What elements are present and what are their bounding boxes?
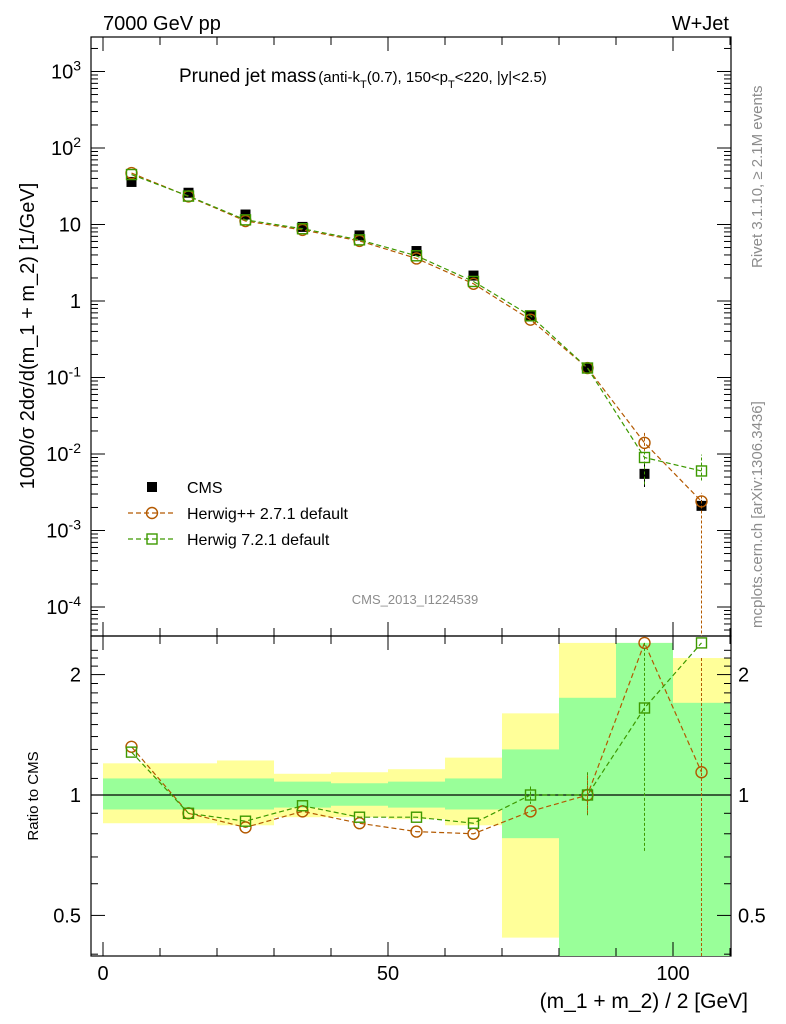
ratio-y-tick-label-right: 2 bbox=[738, 665, 749, 687]
title-sub-part: (anti-k bbox=[318, 69, 360, 86]
plot-title-main: Pruned jet mass bbox=[179, 66, 316, 87]
y-tick-label: 1 bbox=[70, 291, 81, 313]
y-tick-label: 10-4 bbox=[46, 593, 81, 619]
data-point bbox=[353, 234, 366, 246]
y-tick-base: 10 bbox=[46, 444, 68, 466]
y-tick-label: 10-1 bbox=[46, 364, 81, 390]
ratio-data-point bbox=[239, 815, 252, 827]
x-tick-label: 0 bbox=[97, 963, 108, 985]
legend-marker bbox=[145, 506, 159, 520]
y-tick-base: 10 bbox=[46, 368, 68, 390]
data-point bbox=[182, 190, 195, 202]
title-sub-part: (0.7), 150<p bbox=[367, 69, 448, 86]
y-tick-label: 10-2 bbox=[46, 440, 81, 466]
ratio-data-point bbox=[410, 825, 423, 838]
ratio-y-tick-label: 1 bbox=[70, 785, 81, 807]
x-axis-label: (m_1 + m_2) / 2 [GeV] bbox=[540, 990, 748, 1013]
data-point bbox=[183, 187, 194, 198]
x-tick-label: 100 bbox=[656, 963, 689, 985]
data-point bbox=[410, 250, 423, 262]
source-label: mcplots.cern.ch [arXiv:1306.3436] bbox=[749, 401, 766, 628]
plot-title: Pruned jet mass (anti-kT(0.7), 150<pT<220… bbox=[179, 66, 547, 91]
ratio-panel-frame bbox=[90, 635, 732, 957]
legend-label: Herwig++ 2.7.1 default bbox=[187, 506, 349, 523]
data-point bbox=[582, 362, 593, 373]
y-tick-base: 10 bbox=[46, 521, 68, 543]
y-axis-label-main: 1000/σ 2dσ/d(m_1 + m_2) [1/GeV] bbox=[17, 183, 39, 490]
title-sub-part: <220, |y|<2.5) bbox=[455, 69, 547, 86]
ratio-y-tick-label-right: 0.5 bbox=[738, 905, 766, 927]
uncertainty-band-green bbox=[445, 778, 502, 810]
subscript: T bbox=[360, 79, 367, 91]
ratio-data-point bbox=[239, 821, 252, 834]
uncertainty-band-green bbox=[559, 697, 616, 956]
legend-label: Herwig 7.2.1 default bbox=[187, 532, 330, 549]
y-tick-base: 1 bbox=[70, 291, 81, 313]
ratio-data-point bbox=[410, 811, 423, 823]
data-point bbox=[524, 310, 537, 322]
y-tick-base: 10 bbox=[46, 597, 68, 619]
main-series bbox=[125, 166, 708, 636]
subscript: T bbox=[448, 79, 455, 91]
data-point bbox=[581, 362, 594, 374]
data-point bbox=[468, 270, 479, 281]
ratio-data-point bbox=[695, 637, 708, 649]
uncertainty-band-green bbox=[217, 778, 274, 810]
y-axis-label-ratio: Ratio to CMS bbox=[25, 751, 42, 840]
data-point bbox=[125, 168, 138, 181]
rivet-version-label: Rivet 3.1.10, ≥ 2.1M events bbox=[749, 86, 766, 269]
ratio-data-point bbox=[125, 746, 138, 758]
ratio-data-point bbox=[353, 811, 366, 823]
series-line bbox=[131, 173, 702, 472]
y-tick-exp: 2 bbox=[73, 134, 81, 150]
x-tick-label: 50 bbox=[377, 963, 399, 985]
ratio-y-tick-label: 0.5 bbox=[53, 905, 81, 927]
data-point bbox=[239, 214, 252, 226]
uncertainty-band-green bbox=[160, 778, 217, 810]
y-tick-base: 10 bbox=[59, 215, 81, 237]
y-tick-label: 102 bbox=[51, 134, 81, 160]
y-tick-base: 10 bbox=[51, 62, 73, 84]
header-left: 7000 GeV pp bbox=[103, 13, 221, 35]
y-tick-exp: -2 bbox=[69, 440, 82, 456]
y-tick-label: 103 bbox=[51, 58, 81, 84]
ratio-series bbox=[125, 636, 708, 956]
ratio-bands bbox=[103, 642, 730, 956]
analysis-id: CMS_2013_I1224539 bbox=[352, 592, 479, 607]
y-tick-exp: -3 bbox=[69, 517, 82, 533]
data-point bbox=[695, 465, 708, 477]
y-tick-exp: 3 bbox=[73, 58, 81, 74]
header-right: W+Jet bbox=[672, 13, 730, 35]
ratio-series-line bbox=[131, 641, 703, 835]
ratio-data-point bbox=[524, 789, 537, 801]
y-tick-exp: -1 bbox=[69, 364, 82, 380]
y-tick-label: 10 bbox=[59, 215, 81, 237]
y-tick-base: 10 bbox=[51, 138, 73, 160]
ratio-data-point bbox=[467, 817, 480, 829]
ratio-data-point bbox=[296, 800, 309, 812]
y-tick-exp: -4 bbox=[69, 593, 82, 609]
uncertainty-band-green bbox=[103, 778, 160, 810]
data-point bbox=[126, 176, 137, 187]
ratio-data-point bbox=[524, 805, 537, 818]
ratio-axes: 0.5 0.5 1 1 2 2 0 50 100 bbox=[53, 636, 766, 985]
data-point bbox=[467, 275, 480, 288]
y-tick-label: 10-3 bbox=[46, 517, 81, 543]
ratio-y-tick-label-right: 1 bbox=[738, 785, 749, 807]
series-line bbox=[131, 172, 702, 502]
legend-label: CMS bbox=[187, 480, 223, 497]
data-point bbox=[296, 223, 309, 235]
legend: CMS Herwig++ 2.7.1 default Herwig 7.2.1 de… bbox=[128, 480, 349, 549]
ratio-data-point bbox=[182, 807, 195, 820]
data-point bbox=[297, 221, 308, 232]
legend-marker bbox=[146, 533, 158, 545]
legend-marker bbox=[147, 482, 157, 492]
plot-title-sub: (anti-kT(0.7), 150<pT<220, |y|<2.5) bbox=[318, 69, 547, 91]
ratio-data-point bbox=[695, 766, 708, 779]
ratio-series-line bbox=[131, 642, 702, 824]
ratio-y-tick-label: 2 bbox=[70, 665, 81, 687]
